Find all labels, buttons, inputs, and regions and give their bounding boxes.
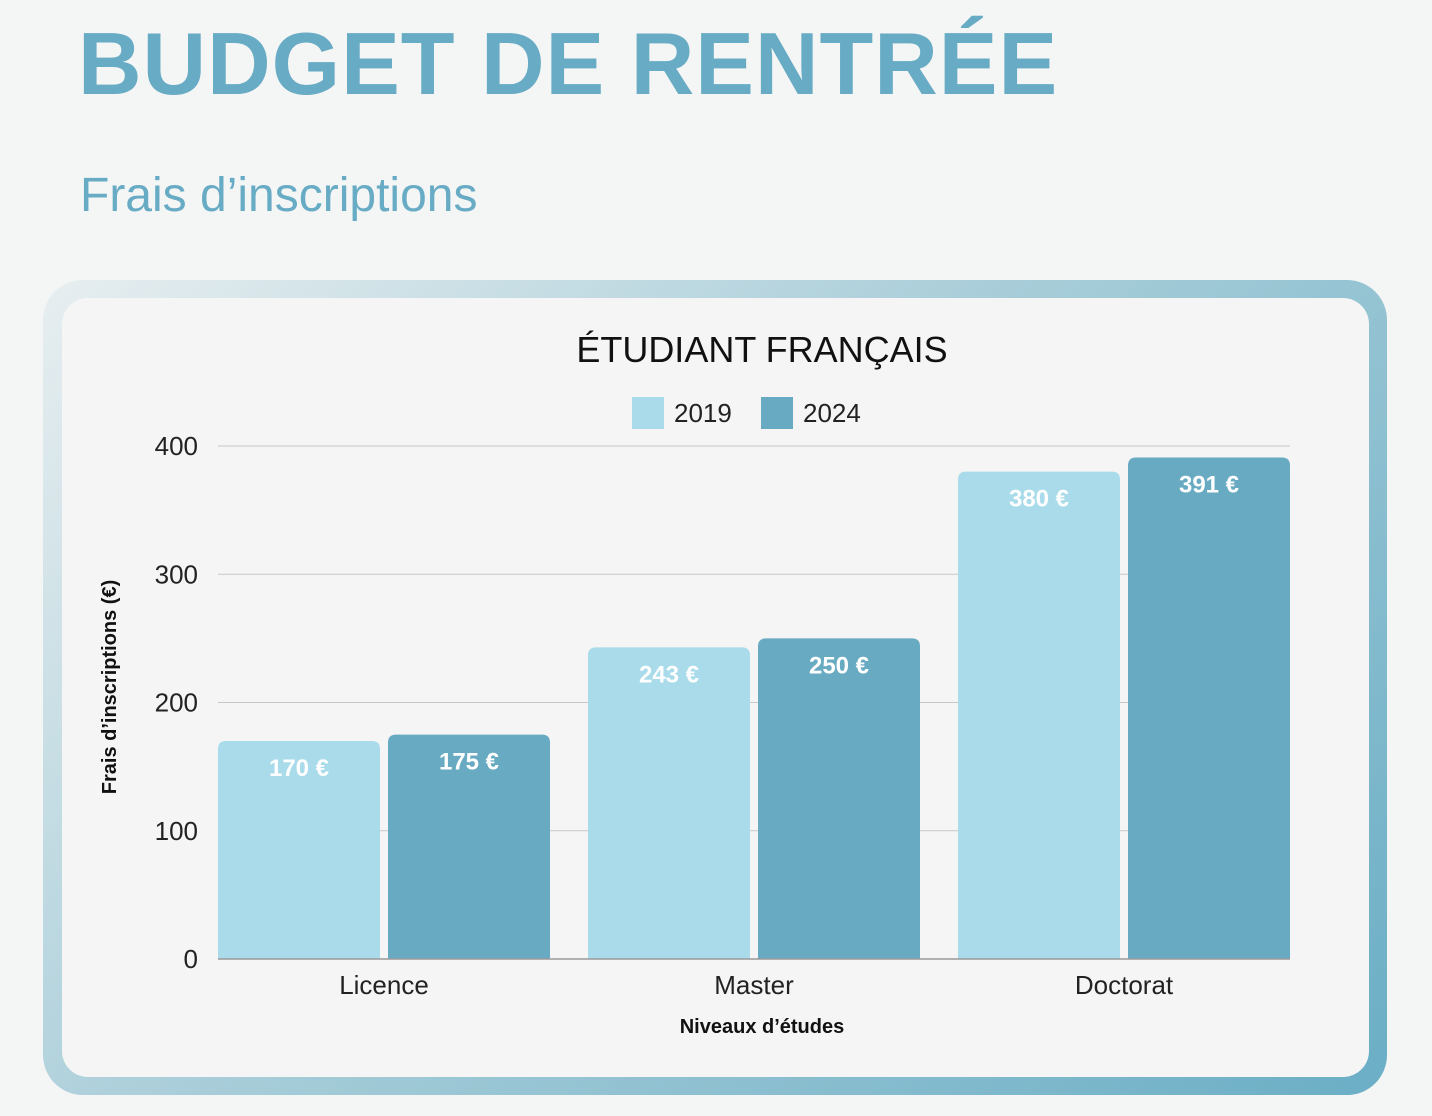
bar-doctorat-2024 (1128, 457, 1290, 959)
chart-legend: 2019 2024 (632, 397, 861, 429)
legend-swatch-2024 (761, 397, 793, 429)
y-tick-label: 400 (155, 431, 198, 461)
bar-value-label: 391 € (1179, 472, 1239, 499)
bar-master-2024 (758, 638, 920, 959)
x-tick-label: Master (714, 970, 794, 1000)
y-tick-label: 200 (155, 688, 198, 718)
legend-swatch-2019 (632, 397, 664, 429)
bars (218, 457, 1290, 959)
y-tick-label: 0 (184, 944, 198, 974)
bar-value-label: 170 € (269, 755, 329, 782)
legend-label-2024: 2024 (803, 398, 861, 428)
x-tick-label: Licence (339, 970, 429, 1000)
y-axis-label: Frais d’inscriptions (€) (99, 580, 121, 794)
bar-value-label: 380 € (1009, 486, 1069, 513)
legend-label-2019: 2019 (674, 398, 732, 428)
x-axis-label: Niveaux d’études (680, 1016, 845, 1038)
chart-title: ÉTUDIANT FRANÇAIS (576, 329, 947, 370)
y-tick-label: 300 (155, 559, 198, 589)
x-axis-ticks: Licence Master Doctorat (339, 970, 1174, 1000)
bar-value-label: 175 € (439, 749, 499, 776)
bar-master-2019 (588, 647, 750, 959)
bar-licence-2024 (388, 734, 550, 959)
y-tick-label: 100 (155, 816, 198, 846)
y-axis-ticks: 0 100 200 300 400 (155, 431, 198, 974)
bar-value-label: 250 € (809, 652, 869, 679)
bar-doctorat-2019 (958, 471, 1120, 959)
x-tick-label: Doctorat (1075, 970, 1174, 1000)
bar-value-labels: 170 € 175 € 243 € 250 € 380 € 391 € (269, 472, 1239, 782)
bar-value-label: 243 € (639, 661, 699, 688)
bar-licence-2019 (218, 740, 380, 959)
page-title: BUDGET DE RENTRÉE (78, 14, 1059, 113)
page-subtitle: Frais d’inscriptions (80, 169, 478, 222)
